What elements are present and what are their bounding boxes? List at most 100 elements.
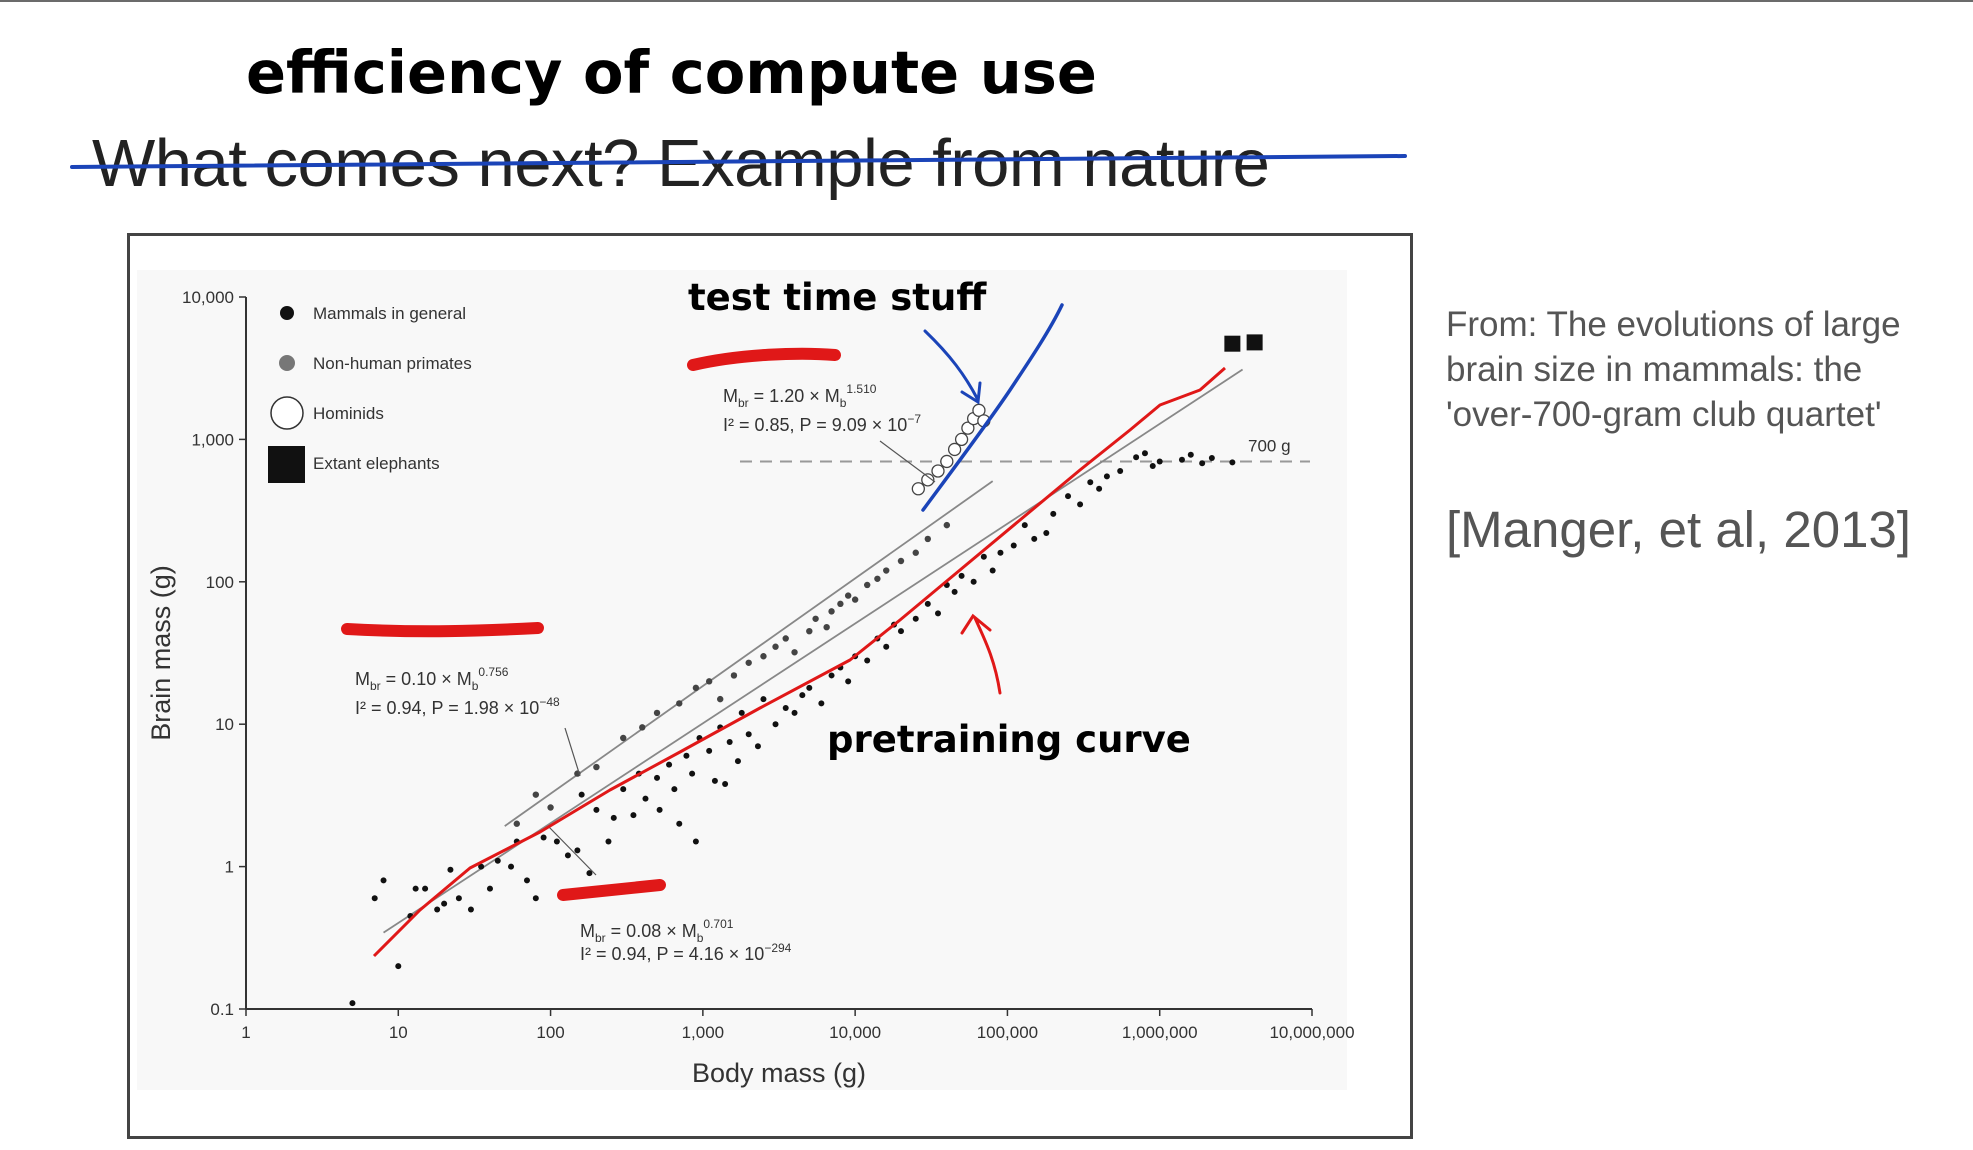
- point-mammal: [689, 770, 696, 777]
- point-primate: [760, 653, 767, 660]
- point-mammal: [951, 588, 958, 595]
- legend-entry: Extant elephants: [313, 454, 440, 473]
- point-hominid: [940, 454, 954, 469]
- legend-entry: Hominids: [313, 404, 384, 423]
- point-primate: [705, 678, 713, 685]
- point-mammal: [970, 578, 977, 585]
- point-mammal: [578, 791, 585, 798]
- eq-mammals-formula: Mbr = 0.08 × Mb0.701: [580, 917, 734, 945]
- point-primate: [806, 627, 813, 635]
- point-mammal: [455, 895, 462, 902]
- top-border: [0, 0, 1973, 2]
- point-mammal: [593, 806, 600, 813]
- red-arrow: [960, 613, 1002, 695]
- point-primate: [837, 600, 844, 608]
- source-caption: From: The evolutions of large brain size…: [1446, 305, 1901, 434]
- point-mammal: [1087, 479, 1094, 486]
- point-mammal: [441, 900, 448, 907]
- point-primate: [782, 635, 789, 642]
- point-elephant: [1224, 335, 1241, 352]
- strike-through: [70, 154, 1407, 169]
- point-mammal: [422, 885, 429, 892]
- point-primate: [772, 643, 779, 650]
- red-scribble-mammals: [557, 879, 666, 901]
- point-mammal: [553, 838, 560, 845]
- x-tick-label: 10,000,000: [1269, 1023, 1354, 1042]
- point-mammal: [924, 600, 931, 607]
- point-mammal: [997, 549, 1004, 556]
- point-mammal: [467, 906, 474, 913]
- point-mammal: [980, 553, 987, 560]
- point-mammal: [532, 895, 539, 902]
- y-tick-label: 1: [225, 858, 234, 877]
- point-primate: [812, 615, 819, 622]
- point-mammal: [1021, 522, 1028, 529]
- point-mammal: [734, 758, 741, 765]
- point-mammal: [760, 696, 767, 703]
- eq-hominids: Mbr = 1.20 × Mb1.510 I² = 0.85, P = 9.09…: [723, 382, 921, 435]
- point-mammal: [349, 1000, 356, 1007]
- point-mammal: [1133, 454, 1140, 461]
- point-mammal: [610, 814, 617, 821]
- point-mammal: [676, 820, 683, 827]
- point-mammal: [828, 672, 835, 679]
- point-mammal: [1187, 451, 1194, 458]
- point-mammal: [1178, 456, 1185, 463]
- point-mammal: [371, 895, 378, 902]
- eq-primates: Mbr = 0.10 × Mb0.756 I² = 0.94, P = 1.98…: [355, 665, 560, 718]
- citation: [Manger, et al, 2013]: [1446, 501, 1911, 558]
- point-mammal: [523, 877, 530, 884]
- point-mammal: [1141, 450, 1148, 457]
- legend-swatch-primates: [279, 355, 295, 371]
- point-mammal: [574, 847, 581, 854]
- point-primate: [547, 804, 554, 811]
- eq-mammals-stats: I² = 0.94, P = 4.16 × 10−294: [580, 941, 792, 964]
- eq-hominids-formula: Mbr = 1.20 × Mb1.510: [723, 382, 877, 410]
- x-tick-label: 1,000: [682, 1023, 725, 1042]
- point-primate: [745, 659, 752, 666]
- annotation-test-time: test time stuff: [688, 276, 987, 319]
- point-mammal: [1208, 455, 1215, 462]
- point-hominid: [911, 482, 925, 496]
- point-mammal: [683, 752, 690, 759]
- eq-primates-stats: I² = 0.94, P = 1.98 × 10−48: [355, 695, 560, 718]
- point-mammal: [745, 731, 752, 738]
- point-mammal: [711, 777, 718, 784]
- point-mammal: [666, 761, 673, 768]
- axes: 1 10 100 1,000 10,000 100,000 1,000,000 10,000,…: [146, 288, 1355, 1088]
- point-primate: [828, 608, 835, 615]
- point-primate: [883, 567, 890, 574]
- point-primate: [620, 734, 627, 742]
- point-mammal: [656, 806, 663, 813]
- y-tick-label: 10,000: [182, 288, 234, 307]
- point-mammal: [395, 963, 402, 970]
- point-primate: [730, 672, 738, 679]
- point-mammal: [958, 572, 965, 579]
- x-axis-label: Body mass (g): [692, 1058, 866, 1088]
- point-primate: [844, 592, 852, 599]
- x-tick-label: 100: [536, 1023, 564, 1042]
- point-mammal: [1149, 463, 1156, 470]
- point-mammal: [1077, 501, 1084, 508]
- point-primate: [692, 684, 700, 692]
- point-mammal: [791, 709, 798, 716]
- red-scribble-primates: [341, 622, 544, 638]
- point-primate: [823, 623, 830, 631]
- point-mammal: [818, 700, 825, 707]
- point-mammal: [1050, 510, 1057, 517]
- point-primate: [924, 535, 932, 543]
- x-tick-label: 1,000,000: [1122, 1023, 1198, 1042]
- data-points: [349, 334, 1263, 1007]
- point-mammal: [586, 870, 593, 877]
- point-primate: [717, 695, 724, 703]
- point-mammal: [380, 877, 387, 884]
- point-primate: [513, 820, 520, 827]
- handwritten-title: efficiency of compute use: [246, 38, 1097, 107]
- point-mammal: [726, 738, 733, 745]
- plot-background: [137, 270, 1347, 1090]
- x-tick-label: 10,000: [829, 1023, 881, 1042]
- point-mammal: [654, 774, 661, 781]
- point-mammal: [1199, 460, 1206, 467]
- point-mammal: [845, 678, 852, 685]
- point-mammal: [692, 838, 699, 845]
